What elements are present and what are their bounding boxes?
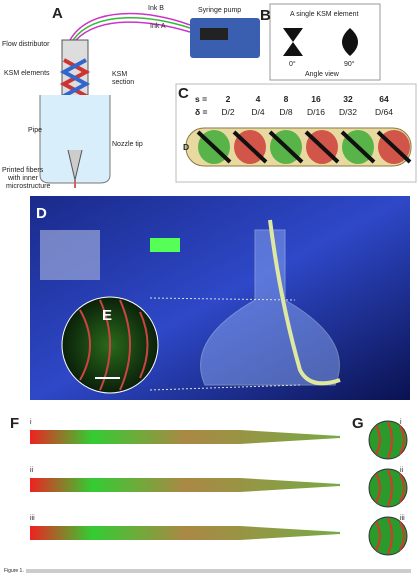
table-cell: 2 [226, 94, 231, 104]
table-cell: 16 [311, 94, 321, 104]
caption-text: Figure 1. [4, 568, 24, 574]
cross-section-pattern [375, 517, 405, 555]
label: Syringe pump [198, 7, 241, 14]
fiber-simulation [30, 430, 340, 444]
connector [150, 238, 180, 252]
mixer-blade [304, 130, 340, 164]
mixer-blade [340, 130, 376, 164]
fiber-simulation [30, 526, 340, 540]
fiber [268, 219, 341, 386]
row-label: i [30, 419, 32, 426]
panel-label: F [10, 415, 19, 432]
label: Printed fibers [2, 167, 44, 174]
label: Ink A [150, 23, 166, 30]
row-label: iii [400, 515, 405, 522]
panel-label: G [352, 415, 364, 432]
label: with inner [7, 175, 39, 182]
row-label: ii [30, 467, 34, 474]
table-cell: 64 [379, 94, 389, 104]
label: Flow distributor [2, 41, 50, 48]
mixer-blade [196, 130, 232, 164]
inset-pattern [79, 299, 149, 391]
row-label: iii [30, 515, 35, 522]
mixer-blade [232, 130, 268, 164]
panel-c: C s = δ = D 2 D/2 4 D/4 8 D/8 16 D/16 32 D/32 64 D/… [175, 83, 417, 183]
tubing [69, 12, 191, 41]
label: Nozzle tip [112, 141, 143, 148]
table-cell: 4 [256, 94, 261, 104]
label: microstructure [6, 183, 50, 190]
ksm-element [342, 28, 358, 56]
caption-lines [26, 569, 411, 573]
label: Angle view [305, 71, 340, 78]
fiber-simulation [30, 478, 340, 492]
panel-label: C [178, 85, 189, 102]
pump-screen [200, 28, 228, 40]
flask [200, 229, 340, 386]
panel-label: D [36, 205, 47, 222]
label: Ink B [148, 5, 164, 12]
label: KSM elements [4, 70, 50, 77]
row-label: i [400, 419, 402, 426]
panel-b: B A single KSM element 0° 90° Angle view [260, 3, 381, 81]
panel-label: E [102, 307, 112, 324]
mixer-blade [376, 130, 412, 164]
label: KSM [112, 71, 127, 78]
panel-box [269, 3, 381, 81]
panel-d: D E [30, 196, 410, 400]
label: Pipe [28, 127, 42, 134]
label: 0° [289, 60, 296, 68]
table-cell: D/2 [221, 107, 235, 117]
table-cell: D/32 [339, 107, 357, 117]
table-cell: D/4 [251, 107, 265, 117]
mixer-blade [268, 130, 304, 164]
tubing [72, 17, 191, 41]
label: D [183, 142, 189, 152]
table-cell: 8 [284, 94, 289, 104]
panel-a: A Ink B Ink A Syringe pump Flow distribu… [2, 5, 260, 190]
table-cell: D/16 [307, 107, 325, 117]
ksm-element [283, 28, 303, 56]
label: section [112, 79, 134, 86]
label: δ = [195, 107, 208, 117]
row-label: ii [400, 467, 404, 474]
label: 90° [344, 60, 355, 68]
instrument [40, 230, 100, 280]
cross-section-pattern [375, 421, 405, 459]
table-cell: D/8 [279, 107, 293, 117]
cross-section-pattern [375, 469, 405, 507]
caption: Figure 1. [4, 568, 411, 574]
zoom-line [149, 297, 301, 391]
panel-label: B [260, 7, 271, 24]
table-cell: D/64 [375, 107, 393, 117]
label: A single KSM element [290, 11, 359, 18]
label: s = [195, 94, 207, 104]
table-cell: 32 [343, 94, 353, 104]
panel-label: A [52, 5, 63, 22]
